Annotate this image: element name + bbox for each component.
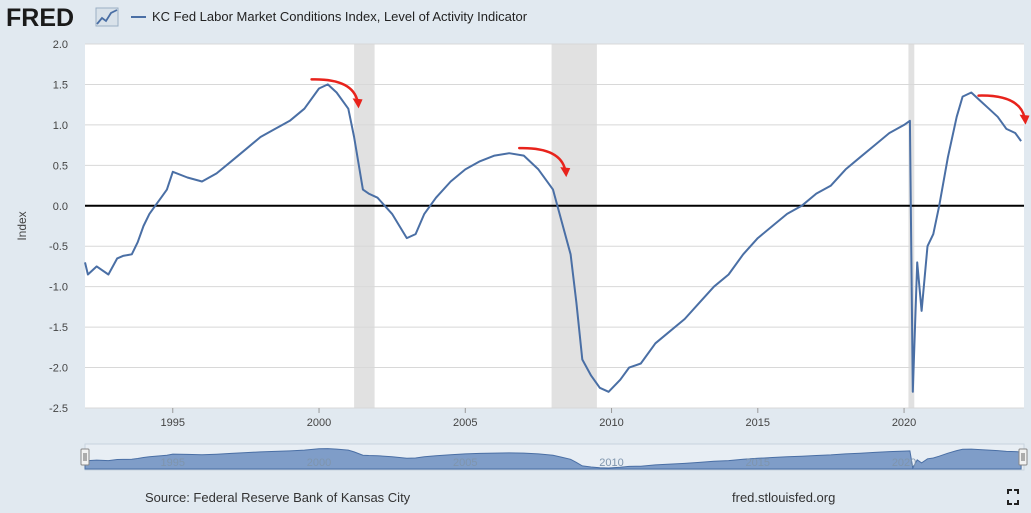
x-tick-label: 2010 <box>599 417 623 429</box>
x-tick-label: 2020 <box>892 417 916 429</box>
fred-logo-text: FRED <box>6 4 74 32</box>
y-tick-label: 1.5 <box>53 79 68 91</box>
x-axis-ticks: 1995 2000 2005 2010 2015 2020 <box>161 408 916 429</box>
y-tick-label: -2.5 <box>49 403 68 415</box>
navigator-tick-label: 2000 <box>307 457 331 469</box>
navigator-tick-label: 2020 <box>892 457 916 469</box>
navigator-tick-label: 1995 <box>161 457 185 469</box>
legend: KC Fed Labor Market Conditions Index, Le… <box>131 9 528 24</box>
recession-band-1 <box>551 44 597 408</box>
navigator-tick-label: 2015 <box>746 457 770 469</box>
source-text: Source: Federal Reserve Bank of Kansas C… <box>145 490 411 505</box>
navigator-series-area <box>84 448 1022 470</box>
recession-band-0 <box>354 44 375 408</box>
x-tick-label: 2000 <box>307 417 331 429</box>
fred-logo-chart-icon <box>95 7 119 27</box>
y-tick-label: -0.5 <box>49 241 68 253</box>
y-tick-label: -2.0 <box>49 363 68 375</box>
annotation-arrow-2 <box>977 94 1030 125</box>
y-tick-label: -1.0 <box>49 282 68 294</box>
navigator-handle-right[interactable] <box>1018 448 1028 466</box>
x-tick-label: 2005 <box>453 417 477 429</box>
annotation-arrow-1 <box>518 146 571 178</box>
fred-logo[interactable]: FRED <box>6 4 119 32</box>
y-axis-ticks: 2.0 1.5 1.0 0.5 0.0 -0.5 -1.0 -1.5 -2.0 -2.5 <box>49 39 68 415</box>
y-tick-label: 0.0 <box>53 201 68 213</box>
series-line <box>84 83 1022 393</box>
expand-corners-icon[interactable] <box>1007 489 1019 505</box>
chart-title: KC Fed Labor Market Conditions Index, Le… <box>152 9 528 24</box>
y-tick-label: 1.0 <box>53 120 68 132</box>
range-navigator[interactable]: 1995 2000 2005 2010 2015 2020 <box>80 443 1028 471</box>
y-axis-label: Index <box>15 211 29 240</box>
y-tick-label: -1.5 <box>49 322 68 334</box>
y-tick-label: 0.5 <box>53 160 68 172</box>
navigator-handle-left[interactable] <box>80 448 90 466</box>
x-tick-label: 2015 <box>746 417 770 429</box>
site-link[interactable]: fred.stlouisfed.org <box>732 490 835 505</box>
x-tick-label: 1995 <box>161 417 185 429</box>
annotation-arrow-0 <box>310 78 363 109</box>
navigator-labels: 1995 2000 2005 2010 2015 2020 <box>161 457 917 469</box>
navigator-tick-label: 2005 <box>453 457 477 469</box>
y-tick-label: 2.0 <box>53 39 68 51</box>
navigator-tick-label: 2010 <box>599 457 623 469</box>
annotation-arrows <box>310 78 1030 178</box>
